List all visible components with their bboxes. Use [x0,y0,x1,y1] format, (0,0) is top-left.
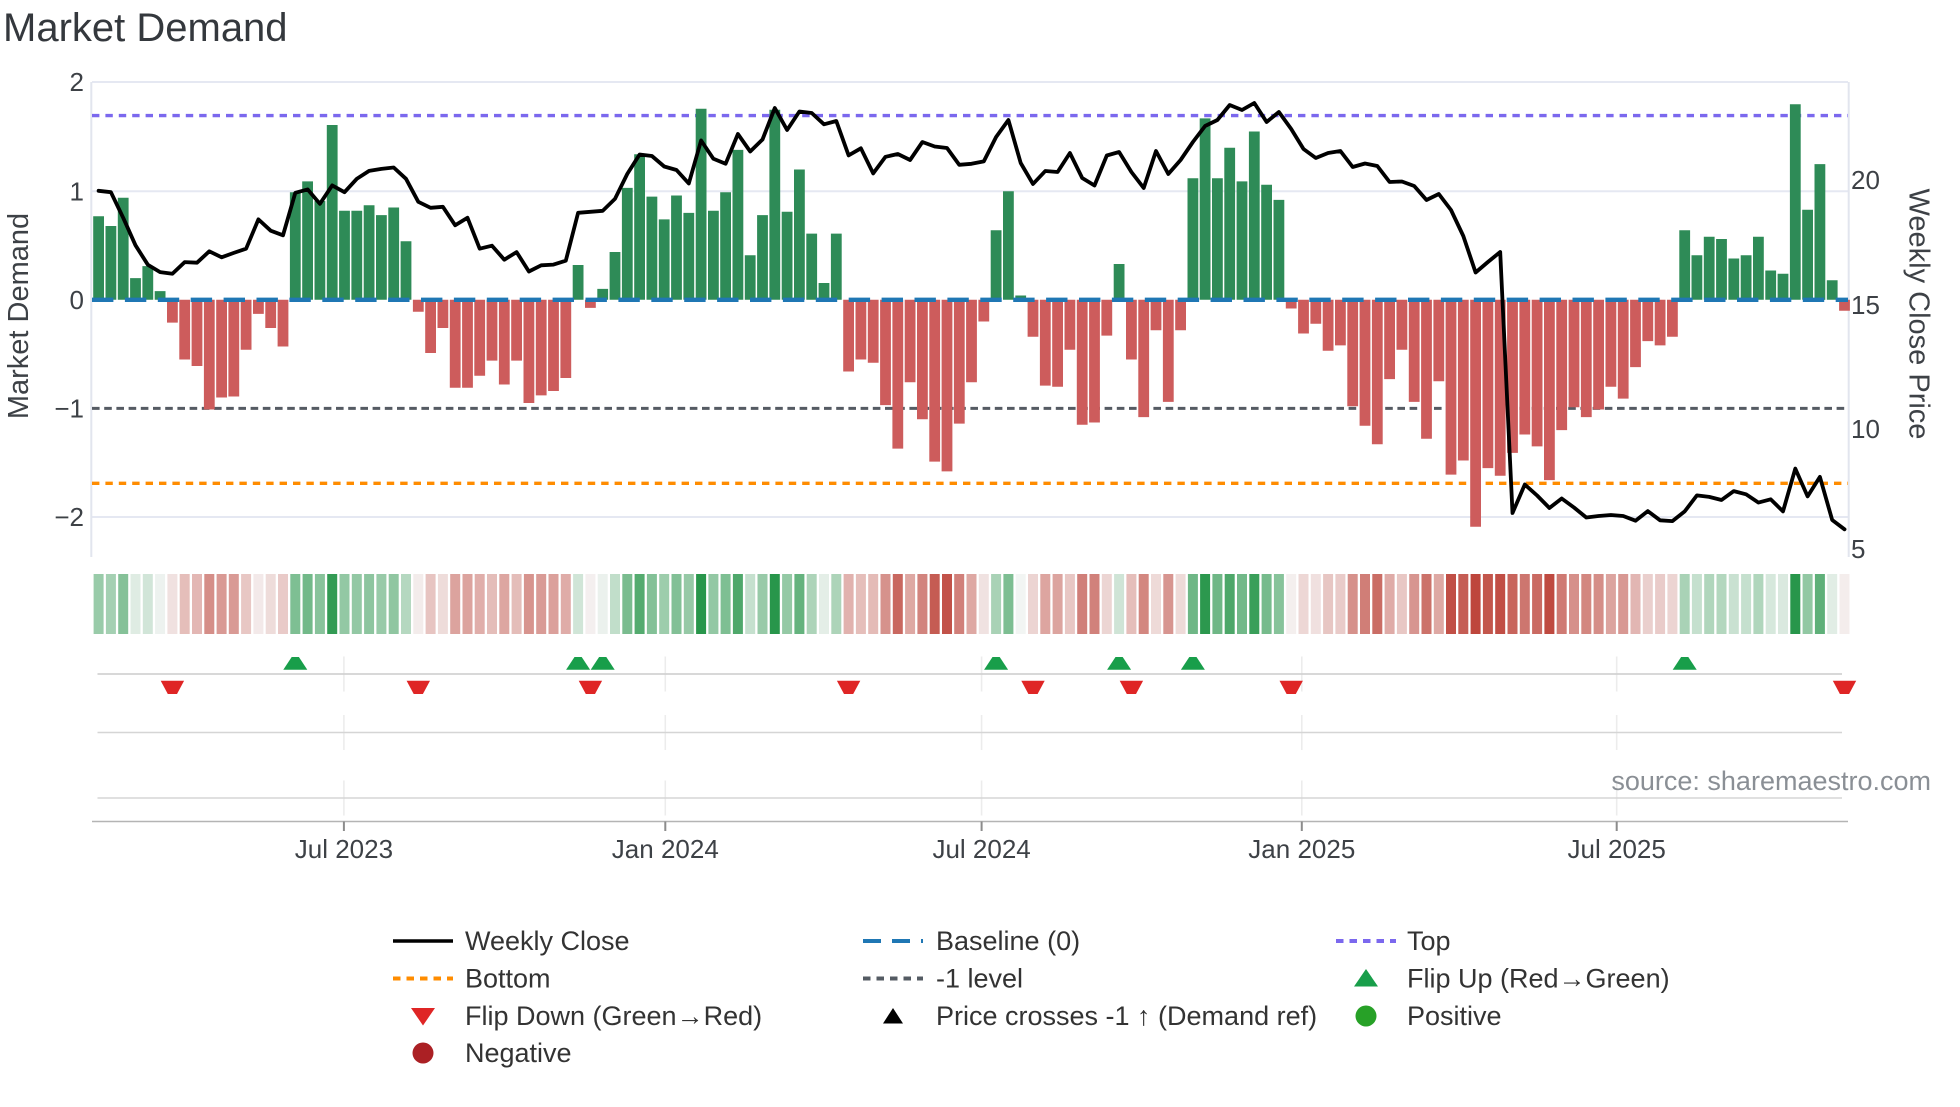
svg-text:Negative: Negative [465,1038,572,1068]
svg-text:Market Demand: Market Demand [3,213,35,419]
svg-text:10: 10 [1851,414,1880,444]
svg-text:Weekly Close: Weekly Close [465,926,630,956]
svg-text:Jan 2025: Jan 2025 [1248,834,1355,864]
svg-text:Jul 2024: Jul 2024 [932,834,1030,864]
svg-text:Top: Top [1407,926,1451,956]
svg-text:5: 5 [1851,534,1865,564]
svg-text:Flip Down (Green→Red): Flip Down (Green→Red) [465,1001,762,1031]
svg-text:Jan 2024: Jan 2024 [612,834,719,864]
svg-text:Flip Up (Red→Green): Flip Up (Red→Green) [1407,964,1670,994]
svg-text:Weekly Close Price: Weekly Close Price [1903,189,1935,440]
svg-text:Bottom: Bottom [465,964,551,994]
svg-text:20: 20 [1851,165,1880,195]
svg-text:Price crosses -1 ↑ (Demand ref: Price crosses -1 ↑ (Demand ref) [936,1001,1317,1031]
svg-text:source: sharemaestro.com: source: sharemaestro.com [1611,766,1931,796]
svg-text:Jul 2023: Jul 2023 [295,834,393,864]
svg-text:−2: −2 [54,502,84,532]
svg-text:−1: −1 [54,393,84,423]
svg-text:-1 level: -1 level [936,964,1023,994]
svg-text:Baseline (0): Baseline (0) [936,926,1080,956]
svg-text:Market Demand: Market Demand [3,6,288,50]
svg-text:15: 15 [1851,290,1880,320]
svg-text:2: 2 [70,67,84,97]
svg-text:Jul 2025: Jul 2025 [1568,834,1666,864]
svg-text:1: 1 [70,176,84,206]
svg-text:Positive: Positive [1407,1001,1502,1031]
svg-text:0: 0 [70,285,84,315]
